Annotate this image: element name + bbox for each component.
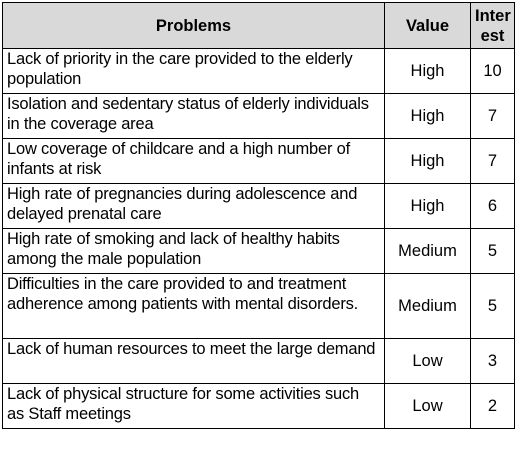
problem-cell: High rate of smoking and lack of healthy…: [2, 228, 385, 274]
interest-cell: 6: [470, 183, 515, 229]
header-problems: Problems: [2, 2, 385, 49]
problem-cell: Lack of human resources to meet the larg…: [2, 338, 385, 384]
table-row: Lack of physical structure for some acti…: [2, 383, 515, 429]
value-cell: High: [384, 183, 471, 229]
interest-cell: 10: [470, 48, 515, 94]
table-row: Difficulties in the care provided to and…: [2, 273, 515, 339]
interest-cell: 3: [470, 338, 515, 384]
interest-cell: 7: [470, 138, 515, 184]
problem-cell: Difficulties in the care provided to and…: [2, 273, 385, 339]
problem-cell: Lack of priority in the care provided to…: [2, 48, 385, 94]
table-row: Low coverage of childcare and a high num…: [2, 138, 515, 184]
interest-cell: 5: [470, 228, 515, 274]
value-cell: High: [384, 48, 471, 94]
header-interest: Inter est: [470, 2, 515, 49]
problem-cell: High rate of pregnancies during adolesce…: [2, 183, 385, 229]
problem-cell: Low coverage of childcare and a high num…: [2, 138, 385, 184]
table-row: Lack of human resources to meet the larg…: [2, 338, 515, 384]
table-row: High rate of pregnancies during adolesce…: [2, 183, 515, 229]
header-interest-line2: est: [480, 26, 505, 45]
value-cell: Low: [384, 383, 471, 429]
interest-cell: 2: [470, 383, 515, 429]
header-row: Problems Value Inter est: [2, 2, 515, 49]
table-row: Lack of priority in the care provided to…: [2, 48, 515, 94]
problem-cell: Lack of physical structure for some acti…: [2, 383, 385, 429]
problems-table: Problems Value Inter est Lack of priorit…: [2, 2, 515, 429]
value-cell: Low: [384, 338, 471, 384]
value-cell: Medium: [384, 273, 471, 339]
header-interest-line1: Inter: [475, 6, 511, 25]
table-row: Isolation and sedentary status of elderl…: [2, 93, 515, 139]
value-cell: High: [384, 138, 471, 184]
interest-cell: 5: [470, 273, 515, 339]
value-cell: High: [384, 93, 471, 139]
problem-cell: Isolation and sedentary status of elderl…: [2, 93, 385, 139]
interest-cell: 7: [470, 93, 515, 139]
value-cell: Medium: [384, 228, 471, 274]
header-value: Value: [384, 2, 471, 49]
table-row: High rate of smoking and lack of healthy…: [2, 228, 515, 274]
